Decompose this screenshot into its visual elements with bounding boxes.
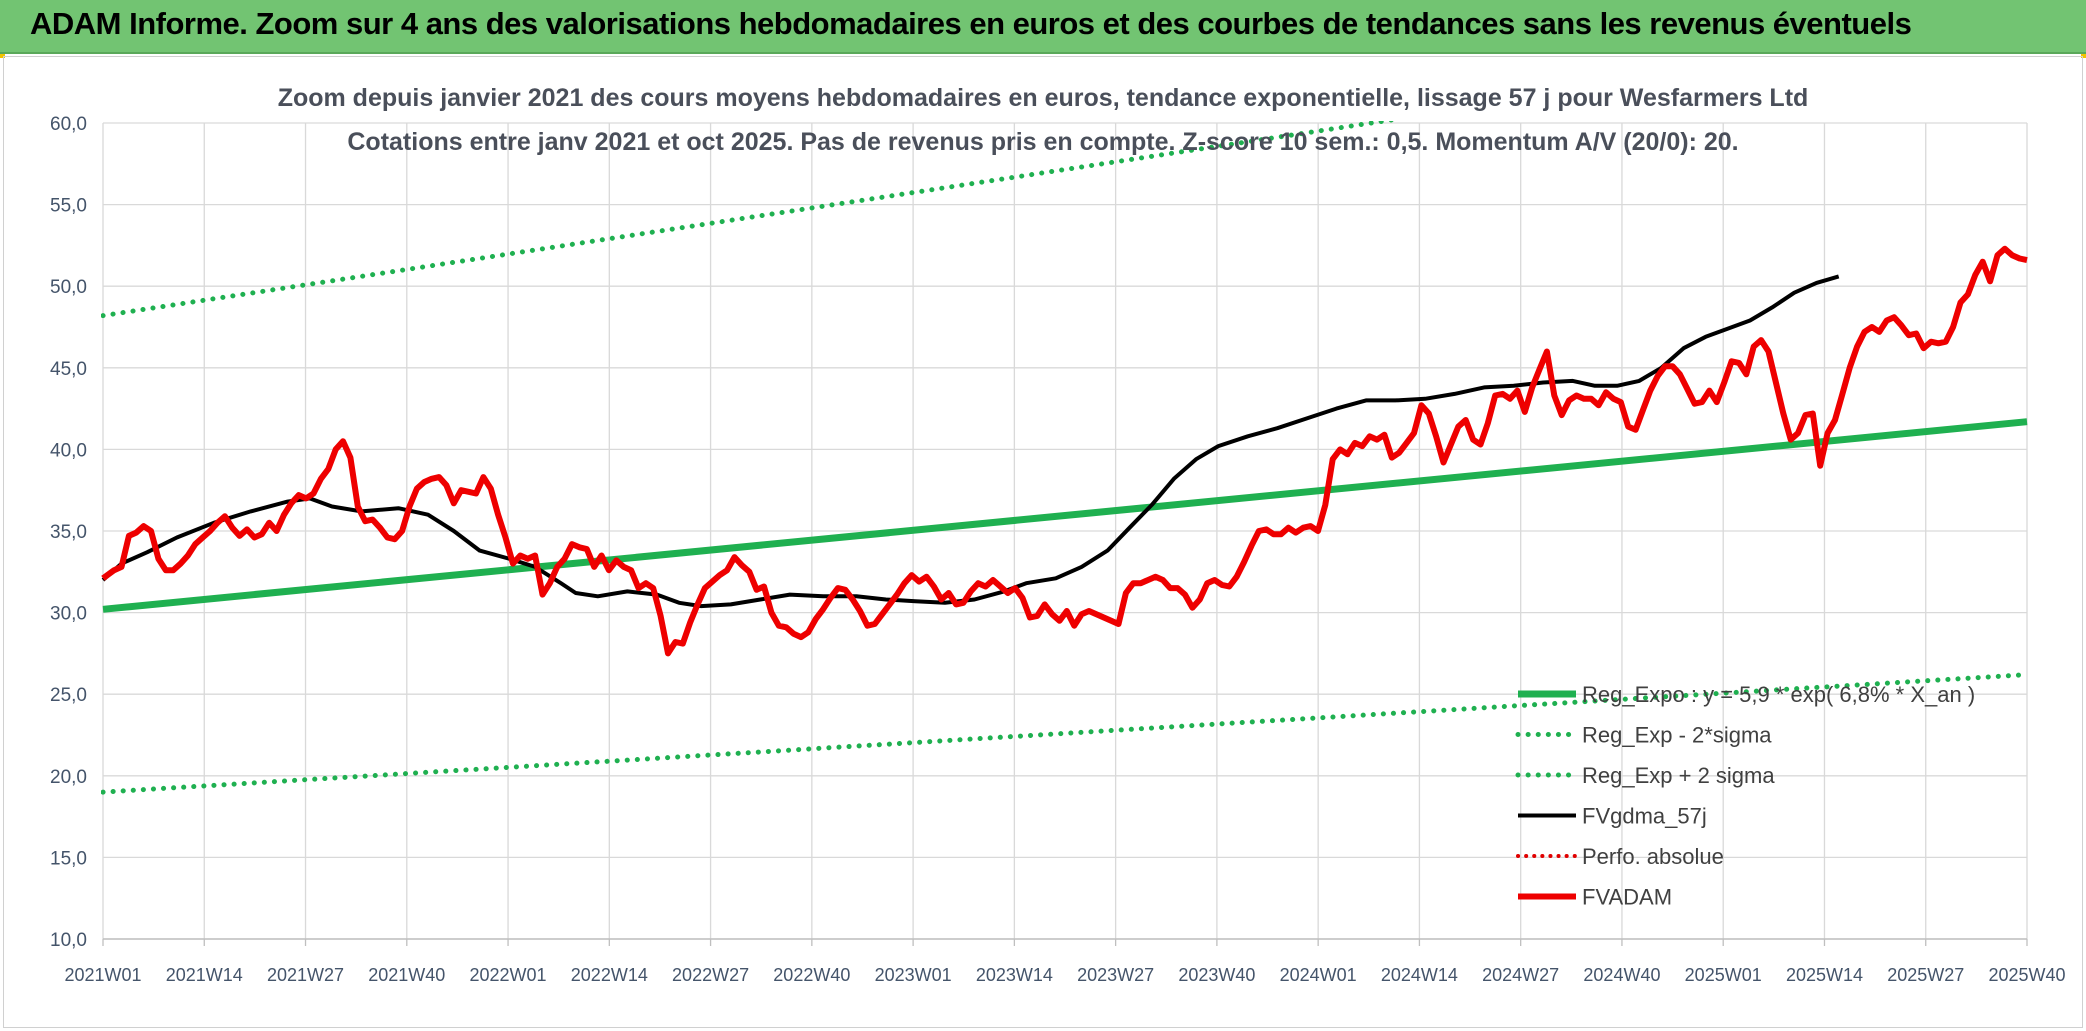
x-tick-label: 2022W40 <box>773 965 850 985</box>
x-tick-label: 2023W14 <box>976 965 1053 985</box>
x-tick-label: 2021W27 <box>267 965 344 985</box>
x-tick-label: 2025W01 <box>1685 965 1762 985</box>
series-layer <box>101 121 2029 795</box>
x-tick-label: 2021W01 <box>64 965 141 985</box>
chart-frame <box>3 56 2083 1028</box>
x-tick-label: 2023W27 <box>1077 965 1154 985</box>
legend-fvadam: FVADAM <box>1518 885 1672 910</box>
x-tick-label: 2022W01 <box>470 965 547 985</box>
chart-title: Zoom depuis janvier 2021 des cours moyen… <box>277 84 1809 112</box>
legend-label: Perfo. absolue <box>1582 844 1724 869</box>
x-tick-label: 2025W14 <box>1786 965 1863 985</box>
fvadam-line <box>101 245 2028 657</box>
legend-reg-expo: Reg_Expo : y = 5,9 * exp( 6,8% * X_an ) <box>1518 682 1975 707</box>
x-tick-label: 2024W14 <box>1381 965 1458 985</box>
y-tick-label: 10,0 <box>50 930 87 951</box>
legend-label: FVADAM <box>1582 885 1672 910</box>
reg-exp-minus-2sigma-line <box>101 672 2029 795</box>
legend-label: FVgdma_57j <box>1582 804 1707 829</box>
fvgdma-57j-line <box>101 274 1840 609</box>
legend: Reg_Expo : y = 5,9 * exp( 6,8% * X_an ) R… <box>1515 682 1975 910</box>
x-tick-label: 2025W27 <box>1887 965 1964 985</box>
x-tick-label: 2022W27 <box>672 965 749 985</box>
x-tick-label: 2025W40 <box>1988 965 2065 985</box>
y-axis-ticks: 10,0 15,0 20,0 25,0 30,0 35,0 40,0 45,0 50,0 55,0… <box>50 114 87 951</box>
reg-expo-line <box>102 418 2028 613</box>
x-tick-label: 2023W01 <box>875 965 952 985</box>
x-tick-label: 2021W40 <box>368 965 445 985</box>
reg-exp-plus-2sigma-line <box>101 121 1401 319</box>
x-tick-label: 2022W14 <box>571 965 648 985</box>
report-title: ADAM Informe. Zoom sur 4 ans des valoris… <box>30 6 1912 41</box>
x-axis-ticks: 2021W01 2021W14 2021W27 2021W40 2022W01 2022W… <box>64 965 2065 985</box>
y-tick-label: 60,0 <box>50 114 87 135</box>
title-banner: ADAM Informe. Zoom sur 4 ans des valoris… <box>0 0 2086 54</box>
x-tick-label: 2024W27 <box>1482 965 1559 985</box>
y-tick-label: 15,0 <box>50 848 87 869</box>
x-tick-label: 2024W40 <box>1583 965 1660 985</box>
legend-label: Reg_Expo : y = 5,9 * exp( 6,8% * X_an ) <box>1582 682 1975 707</box>
y-tick-label: 30,0 <box>50 604 87 625</box>
corner-accent-right <box>2081 54 2086 58</box>
x-tick-label: 2021W14 <box>166 965 243 985</box>
y-tick-label: 25,0 <box>50 685 87 706</box>
corner-accent-left <box>0 54 5 58</box>
x-tick-label: 2023W40 <box>1178 965 1255 985</box>
y-tick-label: 35,0 <box>50 522 87 543</box>
y-tick-label: 50,0 <box>50 277 87 298</box>
legend-perfo-absolue: Perfo. absolue <box>1516 844 1724 869</box>
y-tick-label: 55,0 <box>50 196 87 217</box>
legend-reg-exp-plus: Reg_Exp + 2 sigma <box>1515 763 1775 788</box>
legend-label: Reg_Exp - 2*sigma <box>1582 723 1772 748</box>
y-tick-label: 40,0 <box>50 440 87 461</box>
y-tick-label: 45,0 <box>50 359 87 380</box>
legend-label: Reg_Exp + 2 sigma <box>1582 763 1775 788</box>
x-tick-label: 2024W01 <box>1280 965 1357 985</box>
grid-lines <box>102 122 2028 946</box>
y-tick-label: 20,0 <box>50 767 87 788</box>
legend-reg-exp-minus: Reg_Exp - 2*sigma <box>1515 723 1772 748</box>
chart-subtitle: Cotations entre janv 2021 et oct 2025. P… <box>347 128 1739 156</box>
legend-fvgdma: FVgdma_57j <box>1518 804 1707 829</box>
